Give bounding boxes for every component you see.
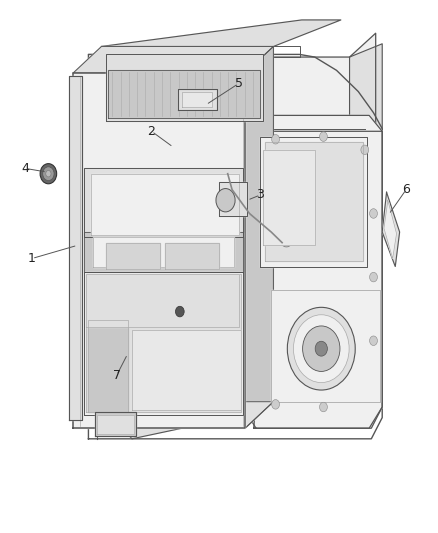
Polygon shape (84, 168, 243, 237)
Polygon shape (178, 89, 217, 110)
Circle shape (279, 228, 294, 247)
Polygon shape (99, 33, 376, 402)
Polygon shape (86, 274, 241, 413)
Polygon shape (384, 200, 396, 259)
Polygon shape (97, 415, 134, 433)
Text: 1: 1 (28, 252, 36, 265)
Circle shape (303, 326, 340, 372)
Circle shape (361, 145, 369, 155)
Circle shape (370, 336, 378, 345)
Polygon shape (245, 46, 273, 428)
Polygon shape (84, 232, 243, 272)
Polygon shape (243, 115, 382, 428)
Polygon shape (260, 136, 367, 266)
Circle shape (276, 179, 297, 206)
Text: 6: 6 (402, 183, 410, 196)
Circle shape (43, 167, 54, 181)
Text: 4: 4 (21, 162, 29, 175)
Text: 7: 7 (113, 369, 121, 382)
Polygon shape (73, 402, 273, 428)
Circle shape (279, 209, 294, 228)
Polygon shape (88, 319, 127, 413)
Polygon shape (350, 44, 382, 402)
Polygon shape (69, 76, 82, 420)
Polygon shape (73, 73, 245, 428)
Circle shape (370, 272, 378, 282)
Polygon shape (182, 92, 212, 108)
Polygon shape (106, 243, 160, 269)
Polygon shape (95, 413, 136, 436)
Polygon shape (271, 290, 380, 402)
Circle shape (287, 308, 355, 390)
Polygon shape (165, 243, 219, 269)
Text: 2: 2 (148, 125, 155, 138)
Polygon shape (84, 272, 243, 415)
Polygon shape (106, 54, 262, 120)
Polygon shape (254, 131, 382, 428)
Circle shape (272, 134, 279, 144)
Polygon shape (86, 274, 239, 327)
Text: 5: 5 (235, 77, 243, 90)
Circle shape (315, 341, 327, 356)
Text: 3: 3 (256, 189, 264, 201)
Circle shape (40, 164, 57, 184)
Circle shape (272, 400, 279, 409)
Circle shape (216, 189, 235, 212)
Circle shape (293, 315, 349, 383)
Circle shape (46, 171, 51, 177)
Circle shape (320, 402, 327, 412)
Circle shape (320, 132, 327, 141)
Circle shape (370, 209, 378, 218)
Circle shape (300, 206, 313, 221)
Polygon shape (93, 237, 234, 266)
Polygon shape (265, 142, 363, 261)
Circle shape (289, 190, 306, 211)
Polygon shape (73, 46, 273, 73)
Polygon shape (262, 150, 315, 245)
Polygon shape (132, 330, 241, 410)
Polygon shape (382, 192, 399, 266)
Polygon shape (102, 20, 341, 46)
Polygon shape (108, 70, 260, 118)
Polygon shape (99, 386, 382, 439)
Circle shape (176, 306, 184, 317)
Polygon shape (219, 182, 247, 216)
Polygon shape (91, 174, 239, 235)
